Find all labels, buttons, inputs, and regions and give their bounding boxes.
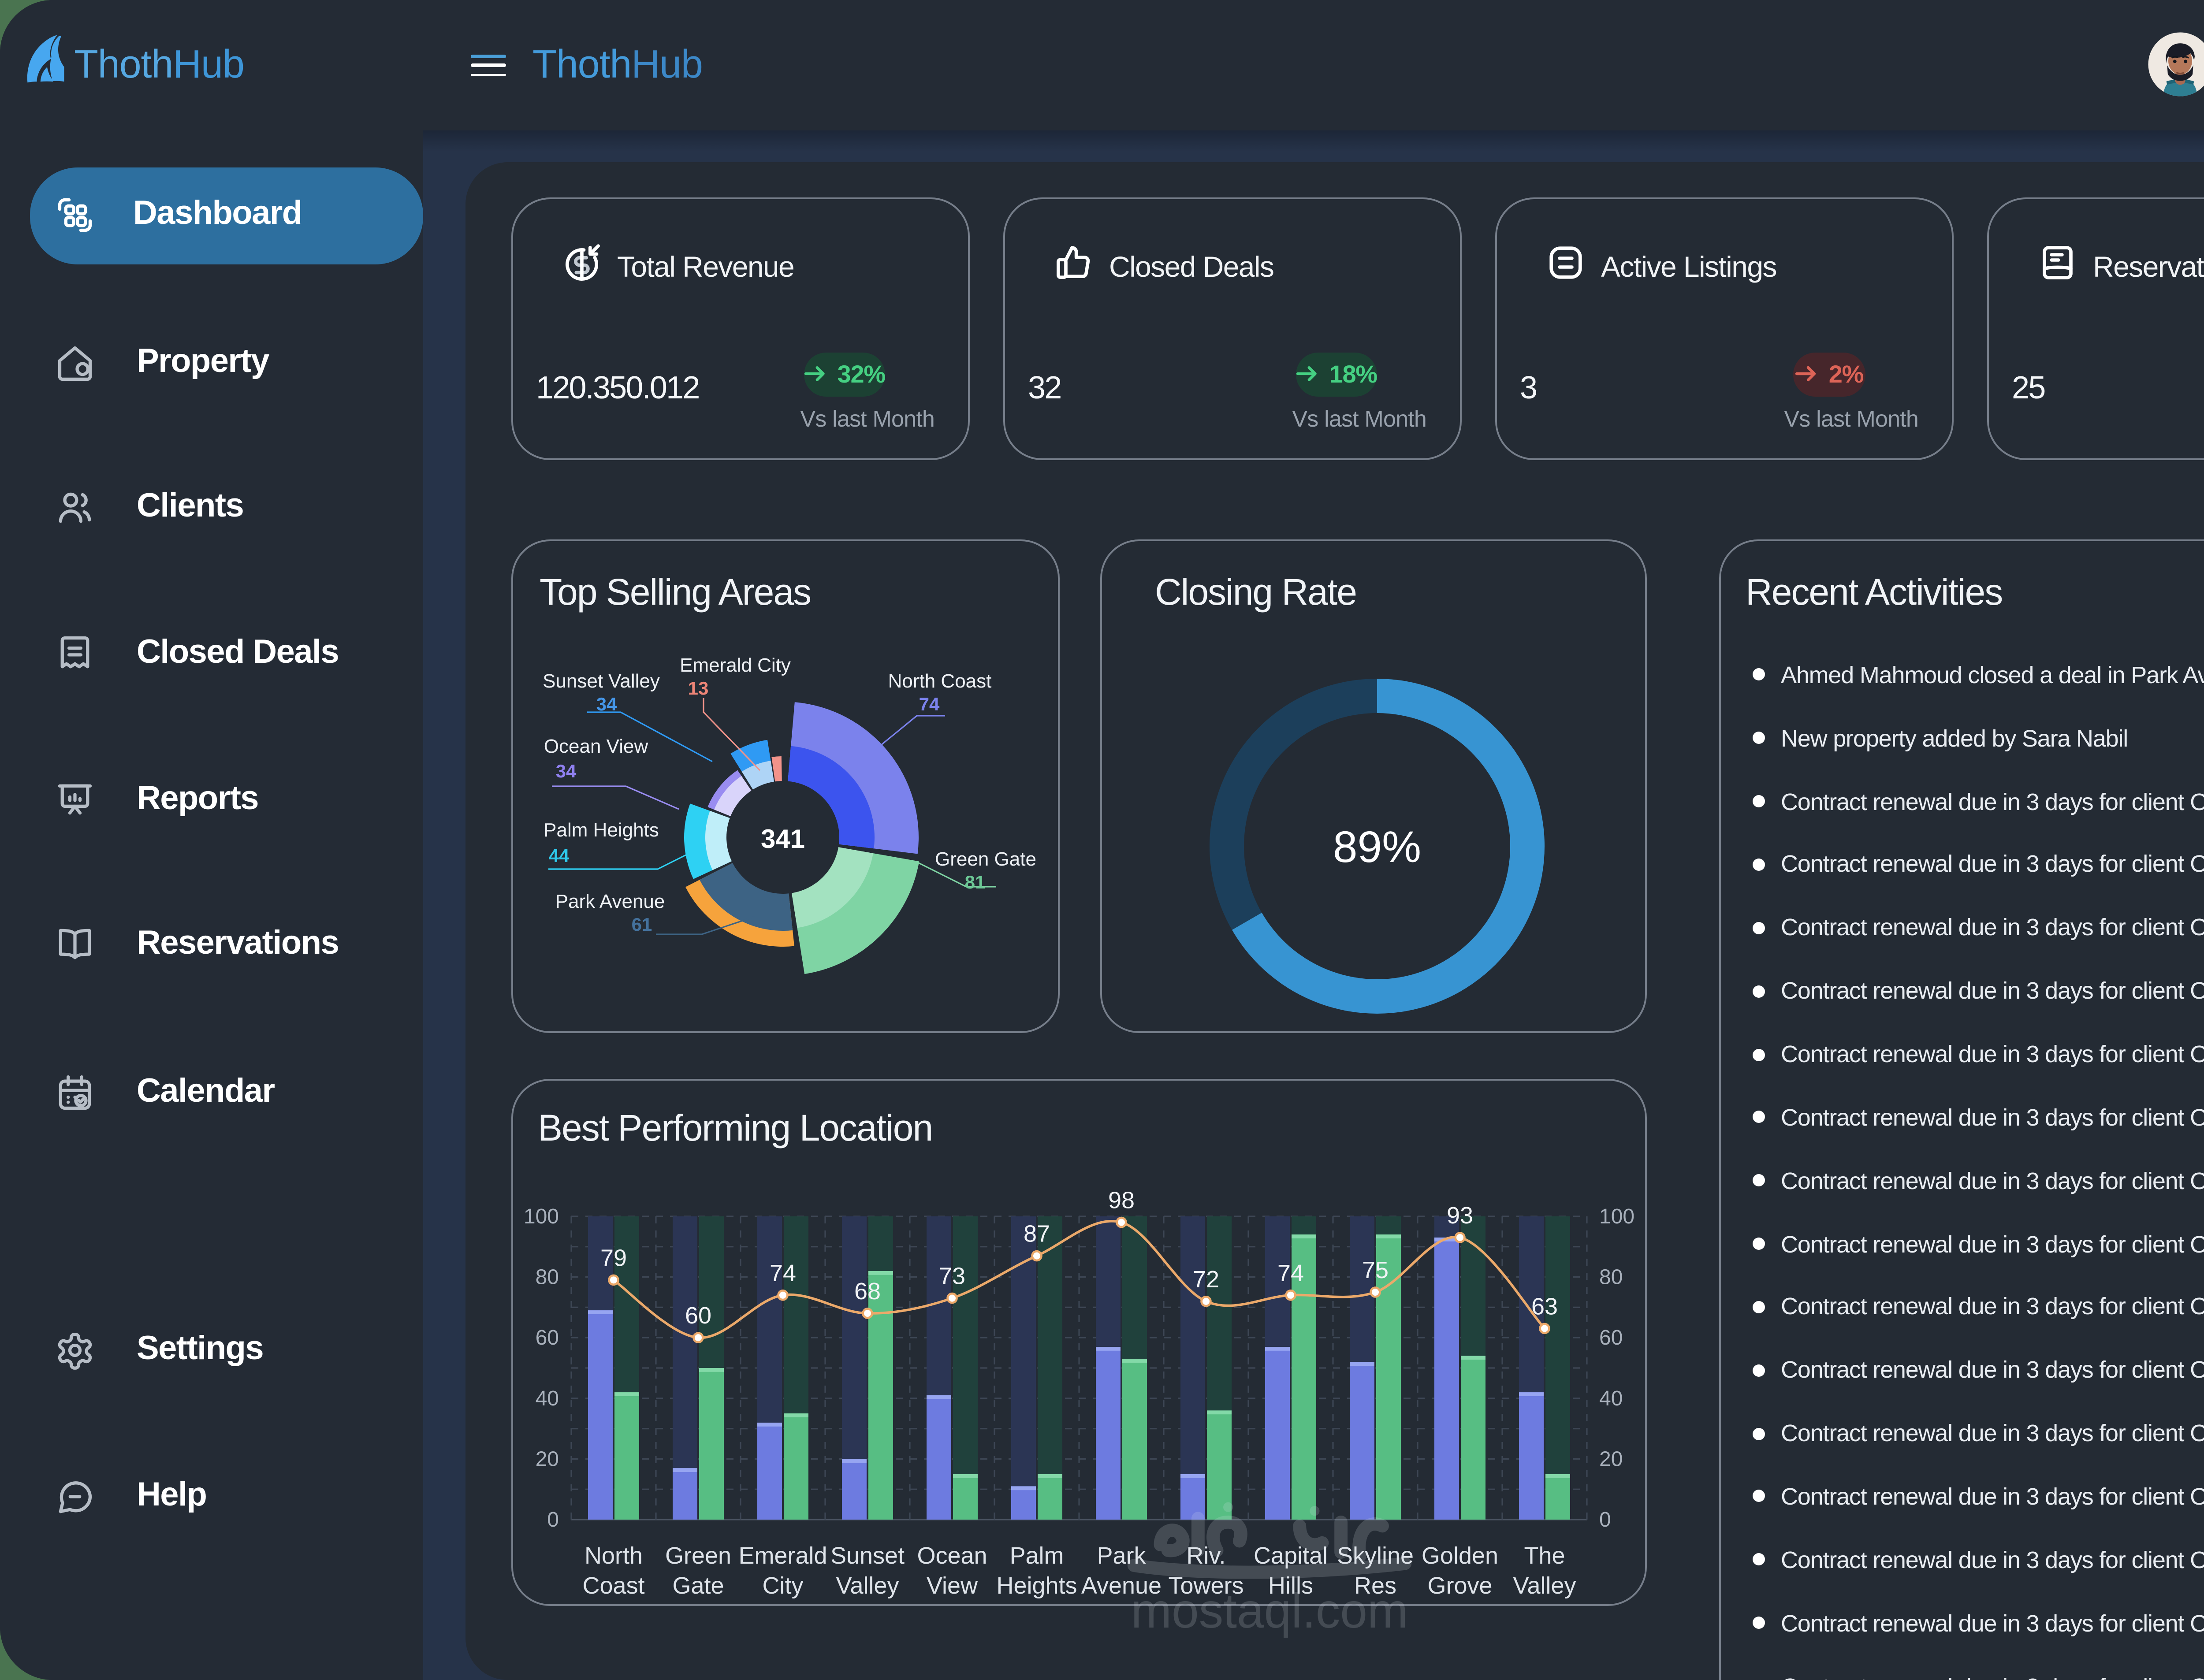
svg-text:mostaql.com: mostaql.com: [1131, 1583, 1408, 1638]
